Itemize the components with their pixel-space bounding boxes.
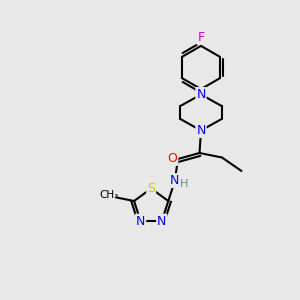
Text: N: N	[157, 214, 167, 228]
Text: N: N	[170, 174, 180, 187]
Text: N: N	[136, 214, 145, 228]
Text: N: N	[196, 88, 206, 101]
Text: N: N	[196, 124, 206, 137]
Text: S: S	[147, 182, 155, 195]
Text: O: O	[168, 152, 177, 165]
Text: CH₃: CH₃	[100, 190, 119, 200]
Text: H: H	[180, 178, 189, 189]
Text: F: F	[197, 31, 205, 44]
